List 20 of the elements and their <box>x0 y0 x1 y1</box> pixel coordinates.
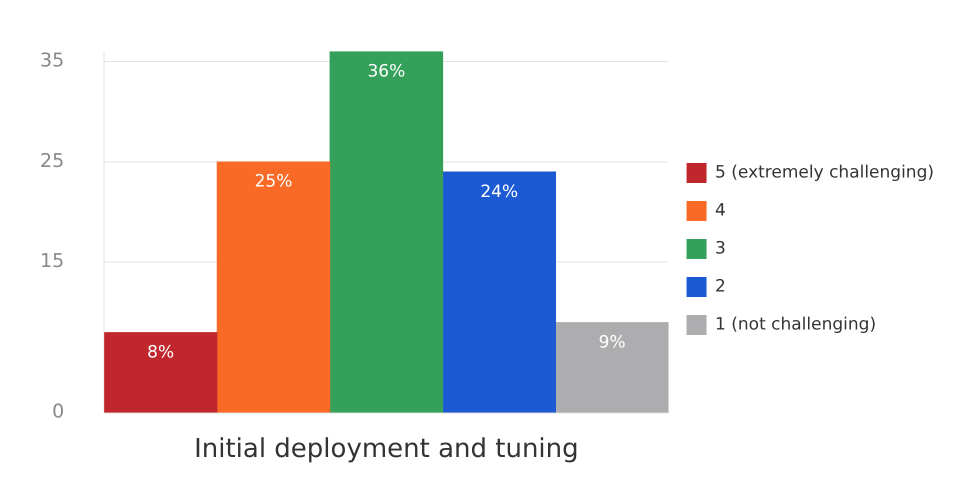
legend-label: 1 (not challenging) <box>715 314 876 334</box>
bar <box>216 162 330 413</box>
bar <box>104 332 218 413</box>
bar <box>555 322 669 413</box>
legend-label: 5 (extremely challenging) <box>715 162 934 182</box>
bar <box>330 51 444 413</box>
text: 9% <box>598 332 626 352</box>
y-tick-label: 35 <box>40 49 64 72</box>
legend-label: 4 <box>715 200 726 220</box>
y-tick-label: 15 <box>40 250 64 272</box>
text: 36% <box>367 61 406 82</box>
bar <box>442 172 556 413</box>
y-tick-label: 25 <box>40 150 64 172</box>
text: 8% <box>147 342 174 362</box>
legend-label: 3 <box>715 238 726 258</box>
text: 24% <box>480 182 518 202</box>
y-tick-label: 0 <box>52 400 64 423</box>
legend-label: 2 <box>715 276 726 296</box>
text: 25% <box>254 172 292 192</box>
x-tick-label: Initial deployment and tuning <box>194 434 579 464</box>
